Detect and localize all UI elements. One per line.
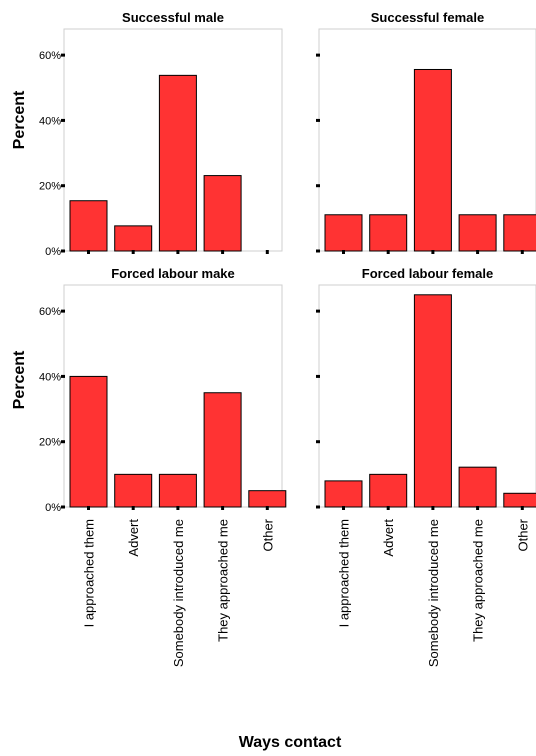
bar	[503, 214, 536, 252]
bar	[369, 214, 408, 252]
bar	[69, 375, 108, 508]
panel-3: Forced labour female I approached them Adv…	[316, 266, 536, 667]
panel-2: Forced labour make 0% 20% 40% 60% I approache…	[39, 266, 287, 667]
x-tick-label: Somebody introduced me	[171, 519, 186, 667]
y-tick-label: 0%	[45, 502, 61, 514]
x-tick-label: Advert	[126, 519, 141, 557]
bar	[158, 74, 197, 252]
y-tick-label: 20%	[39, 437, 61, 449]
x-tick-label: Other	[515, 518, 530, 551]
bar	[413, 294, 452, 508]
x-tick-label: They approached me	[216, 519, 231, 642]
panel-title: Forced labour female	[362, 266, 493, 281]
bar	[458, 214, 497, 252]
y-tick-label: 40%	[39, 371, 61, 383]
y-axis-label-bottom: Percent	[11, 350, 28, 409]
panel-title: Successful male	[122, 10, 224, 25]
bar	[503, 492, 536, 508]
y-tick-label: 60%	[39, 50, 61, 62]
bar	[324, 480, 363, 508]
bar	[458, 466, 497, 508]
y-axis-label-top: Percent	[11, 90, 28, 149]
x-tick-label: Advert	[381, 519, 396, 557]
bar	[203, 175, 242, 252]
bar	[413, 68, 452, 252]
x-tick-label: Somebody introduced me	[426, 519, 441, 667]
bar	[158, 473, 197, 508]
x-tick-label: I approached them	[337, 519, 352, 627]
x-axis-label: Ways contact	[239, 734, 342, 751]
x-tick-label: They approached me	[471, 519, 486, 642]
x-tick-label: I approached them	[82, 519, 97, 627]
panel-0: Successful male 0% 20% 40% 60%	[39, 10, 283, 258]
x-tick-label: Other	[260, 518, 275, 551]
bar	[369, 473, 408, 508]
bar	[248, 490, 287, 508]
bar	[203, 392, 242, 508]
y-tick-label: 0%	[45, 246, 61, 258]
y-tick-label: 20%	[39, 181, 61, 193]
panels: Successful male 0% 20% 40% 60% Successful fem…	[39, 10, 536, 667]
bar	[114, 225, 153, 252]
panel-1: Successful female	[316, 10, 536, 254]
panel-title: Forced labour make	[111, 266, 235, 281]
bar	[324, 214, 363, 252]
bar	[69, 200, 108, 252]
panel-title: Successful female	[371, 10, 484, 25]
y-tick-label: 60%	[39, 306, 61, 318]
y-tick-label: 40%	[39, 115, 61, 127]
bar	[114, 473, 153, 508]
